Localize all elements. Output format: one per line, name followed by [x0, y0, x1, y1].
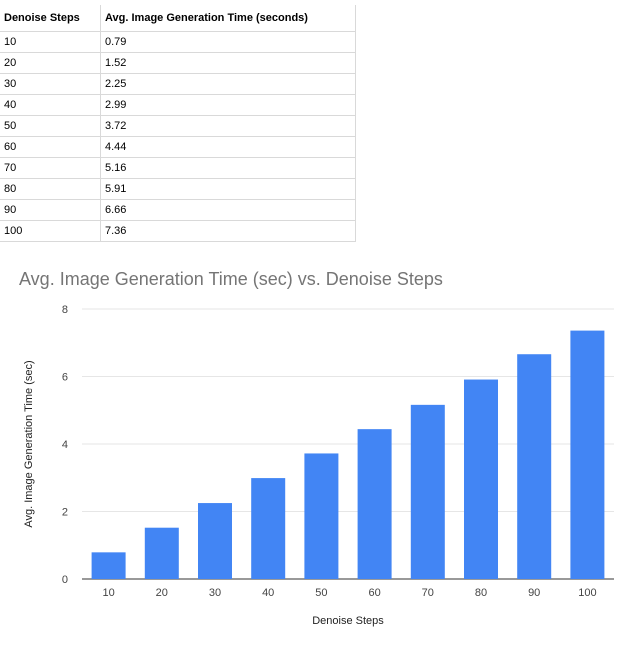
- table-row: 10 0.79: [0, 31, 356, 53]
- y-tick-label: 2: [62, 507, 68, 519]
- table-cell[interactable]: 1.52: [100, 52, 356, 74]
- bar[interactable]: [304, 453, 339, 579]
- x-axis-label: Denoise Steps: [312, 615, 384, 627]
- x-tick-label: 90: [528, 587, 540, 599]
- table-header-row: Denoise Steps Avg. Image Generation Time…: [0, 5, 356, 32]
- x-tick-label: 100: [578, 587, 596, 599]
- bar[interactable]: [198, 503, 232, 579]
- x-tick-label: 80: [475, 587, 487, 599]
- table-cell[interactable]: 2.25: [100, 73, 356, 95]
- table-row: 80 5.91: [0, 178, 356, 200]
- bar[interactable]: [91, 552, 126, 579]
- bar[interactable]: [410, 404, 445, 579]
- x-tick-label: 20: [156, 587, 168, 599]
- x-tick-label: 10: [102, 587, 114, 599]
- table-cell[interactable]: 7.36: [100, 220, 356, 242]
- column-header-denoise-steps[interactable]: Denoise Steps: [0, 5, 101, 32]
- table-cell[interactable]: 10: [0, 31, 101, 53]
- y-tick-label: 6: [62, 372, 68, 384]
- x-tick-label: 40: [262, 587, 274, 599]
- table-row: 40 2.99: [0, 94, 356, 116]
- bar[interactable]: [144, 527, 179, 579]
- y-tick-label: 0: [62, 574, 68, 586]
- y-tick-label: 4: [62, 439, 68, 451]
- table-row: 100 7.36: [0, 220, 356, 242]
- bar[interactable]: [517, 354, 552, 579]
- table-cell[interactable]: 50: [0, 115, 101, 137]
- data-table: Denoise Steps Avg. Image Generation Time…: [0, 5, 356, 242]
- table-cell[interactable]: 2.99: [100, 94, 356, 116]
- y-tick-label: 8: [62, 304, 68, 316]
- table-row: 70 5.16: [0, 157, 356, 179]
- bar[interactable]: [570, 330, 605, 579]
- y-axis-label: Avg. Image Generation Time (sec): [23, 360, 35, 527]
- table-row: 90 6.66: [0, 199, 356, 221]
- table-cell[interactable]: 20: [0, 52, 101, 74]
- x-tick-label: 50: [315, 587, 327, 599]
- table-row: 30 2.25: [0, 73, 356, 95]
- chart-container[interactable]: Avg. Image Generation Time (sec) vs. Den…: [0, 248, 640, 646]
- x-tick-label: 30: [209, 587, 221, 599]
- table-cell[interactable]: 3.72: [100, 115, 356, 137]
- table-cell[interactable]: 60: [0, 136, 101, 158]
- table-cell[interactable]: 4.44: [100, 136, 356, 158]
- x-tick-label: 60: [368, 587, 380, 599]
- table-cell[interactable]: 80: [0, 178, 101, 200]
- x-tick-label: 70: [422, 587, 434, 599]
- bar[interactable]: [251, 478, 286, 579]
- table-cell[interactable]: 100: [0, 220, 101, 242]
- table-cell[interactable]: 0.79: [100, 31, 356, 53]
- table-cell[interactable]: 90: [0, 199, 101, 221]
- table-row: 50 3.72: [0, 115, 356, 137]
- table-row: 20 1.52: [0, 52, 356, 74]
- bar[interactable]: [464, 379, 498, 579]
- bar[interactable]: [357, 429, 392, 579]
- table-cell[interactable]: 5.91: [100, 178, 356, 200]
- table-row: 60 4.44: [0, 136, 356, 158]
- table-cell[interactable]: 6.66: [100, 199, 356, 221]
- chart-title: Avg. Image Generation Time (sec) vs. Den…: [19, 269, 443, 289]
- table-cell[interactable]: 70: [0, 157, 101, 179]
- table-cell[interactable]: 30: [0, 73, 101, 95]
- bar-chart: 0 2 4 6 8 10 20 30 40 50 60 70 80 90 100 Denoise Steps A…: [23, 304, 614, 627]
- column-header-avg-time[interactable]: Avg. Image Generation Time (seconds): [100, 5, 356, 32]
- table-cell[interactable]: 5.16: [100, 157, 356, 179]
- table-cell[interactable]: 40: [0, 94, 101, 116]
